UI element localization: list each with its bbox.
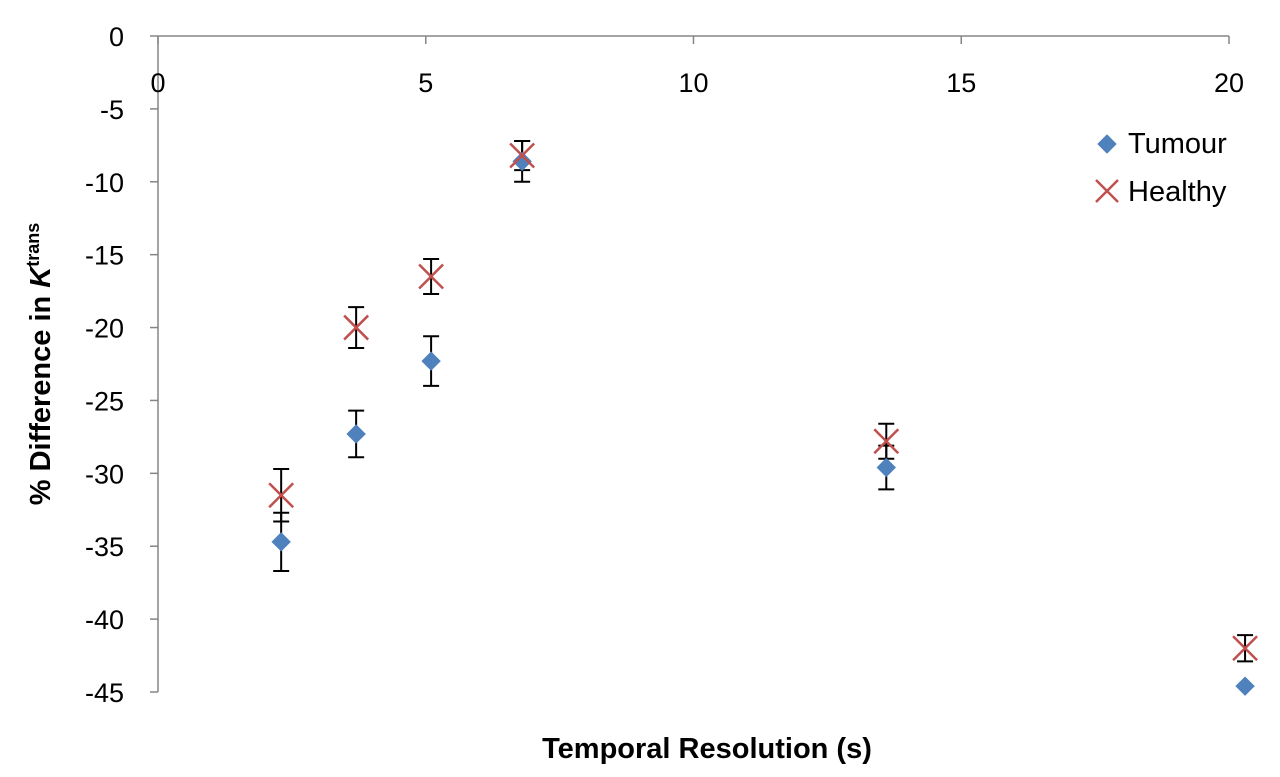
data-points	[268, 142, 1258, 696]
y-tick-label: -40	[85, 605, 124, 635]
data-point-tumour	[876, 457, 896, 478]
data-point-tumour	[421, 351, 441, 371]
data-point-healthy	[268, 482, 295, 509]
x-tick-label: 10	[678, 68, 708, 98]
x-tick-label: 20	[1214, 68, 1244, 98]
legend-diamond-icon	[1097, 134, 1117, 154]
y-tick-label: -25	[85, 386, 124, 416]
data-point-healthy	[1232, 635, 1258, 662]
y-tick-label: -45	[85, 678, 124, 708]
y-tick-label: -35	[85, 532, 124, 562]
legend-x-icon	[1095, 179, 1119, 203]
data-point-tumour	[346, 424, 366, 444]
data-point-healthy	[418, 263, 444, 290]
legend: Tumour Healthy	[1095, 128, 1227, 208]
y-axis-title-superscript: trans	[23, 223, 43, 267]
x-tick-label: 15	[946, 68, 976, 98]
x-axis-title: Temporal Resolution (s)	[542, 733, 872, 765]
data-point-tumour	[512, 151, 532, 172]
y-axis: 0 -5 -10 -15 -20 -25 -30 -35 -40 -45	[85, 22, 159, 708]
y-axis-title-symbol: K	[25, 265, 57, 288]
error-bars	[273, 139, 1254, 663]
data-point-tumour	[271, 532, 291, 552]
data-point-healthy	[509, 142, 536, 169]
data-point-healthy	[343, 314, 370, 341]
data-point-tumour	[1235, 676, 1255, 696]
y-tick-label: -10	[85, 168, 124, 198]
y-tick-label: -15	[85, 241, 124, 271]
legend-label-healthy: Healthy	[1128, 176, 1227, 208]
data-point-healthy	[873, 428, 900, 455]
legend-item-healthy: Healthy	[1095, 176, 1227, 208]
legend-item-tumour: Tumour	[1097, 128, 1227, 160]
legend-label-tumour: Tumour	[1128, 128, 1227, 160]
y-tick-label: -30	[85, 459, 124, 489]
y-tick-label: -20	[85, 314, 124, 344]
y-axis-title-prefix: % Difference in	[25, 288, 57, 506]
x-tick-label: 0	[150, 68, 165, 98]
x-tick-label: 5	[418, 68, 433, 98]
y-tick-label: -5	[100, 95, 124, 125]
y-tick-label: 0	[109, 22, 124, 52]
y-axis-title: % Difference in Ktrans	[23, 223, 57, 506]
x-axis: 0 5 10 15 20	[150, 35, 1244, 98]
